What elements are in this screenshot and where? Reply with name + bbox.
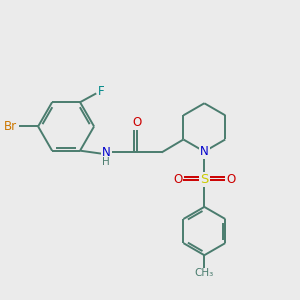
Text: N: N xyxy=(200,145,209,158)
Text: CH₃: CH₃ xyxy=(195,268,214,278)
Text: O: O xyxy=(226,173,236,186)
Text: F: F xyxy=(98,85,105,98)
Text: S: S xyxy=(200,173,208,186)
Text: N: N xyxy=(102,146,111,159)
Text: H: H xyxy=(102,157,110,167)
Text: O: O xyxy=(132,116,141,129)
Text: O: O xyxy=(173,173,182,186)
Text: Br: Br xyxy=(4,120,17,133)
